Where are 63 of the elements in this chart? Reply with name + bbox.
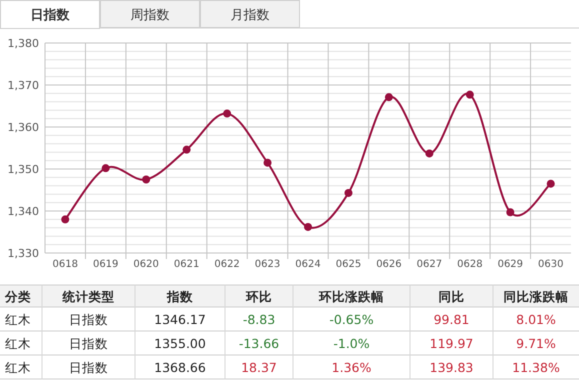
point — [304, 222, 312, 231]
text: -0.65% — [329, 312, 374, 327]
point — [384, 93, 393, 102]
text: 9.71% — [516, 336, 556, 351]
point — [506, 208, 514, 216]
text: 119.97 — [430, 336, 474, 351]
text: 18.37 — [241, 360, 277, 375]
text: -1.0% — [333, 336, 370, 351]
text: 1.36% — [332, 360, 372, 375]
y-tick-label: 1,350 — [8, 163, 39, 176]
text: 环比涨跌幅 — [318, 289, 384, 304]
y-tick-label: 1,380 — [8, 37, 39, 50]
point — [223, 110, 232, 118]
x-tick-label: 0618 — [52, 259, 78, 270]
text: 8.01% — [516, 312, 556, 327]
point — [142, 176, 150, 184]
text: 同比 — [438, 289, 464, 304]
text: 日指数 — [30, 8, 70, 23]
x-tick-label: 0622 — [214, 259, 240, 270]
text: 环比 — [245, 289, 272, 304]
text: 红木 — [5, 336, 31, 351]
text: 日指数 — [69, 360, 108, 375]
text: 日指数 — [69, 336, 108, 351]
x-tick-label: 0619 — [92, 259, 118, 270]
point — [344, 188, 352, 197]
x-tick-label: 0627 — [416, 259, 442, 270]
y-tick-label: 1,340 — [8, 205, 39, 218]
text: 周指数 — [130, 8, 170, 23]
point — [425, 149, 434, 158]
point — [61, 215, 70, 224]
point — [102, 164, 110, 172]
x-tick-label: 0623 — [254, 259, 280, 270]
x-tick-label: 0621 — [174, 259, 200, 270]
text: 统计类型 — [62, 289, 114, 304]
text: -13.66 — [238, 336, 280, 351]
x-tick-label: 0628 — [457, 259, 483, 270]
text: 分类 — [4, 289, 31, 304]
text: 月指数 — [230, 8, 270, 23]
x-tick-label: 0625 — [336, 259, 362, 270]
text: 1346.17 — [154, 312, 206, 327]
text: 139.83 — [430, 360, 474, 375]
text: 99.81 — [434, 312, 470, 327]
text: -8.83 — [242, 312, 276, 327]
x-tick-label: 0620 — [133, 259, 159, 270]
x-tick-label: 0624 — [295, 259, 321, 270]
text: 同比涨跌幅 — [504, 289, 568, 304]
text: 1355.00 — [154, 336, 206, 351]
text: 红木 — [5, 360, 31, 375]
point — [466, 90, 474, 99]
y-tick-label: 1,330 — [8, 247, 39, 260]
y-tick-label: 1,370 — [8, 79, 39, 92]
text: 日指数 — [69, 312, 108, 327]
text: 1368.66 — [154, 360, 206, 375]
x-tick-label: 0629 — [498, 259, 524, 270]
x-tick-label: 0626 — [376, 259, 402, 270]
text: 11.38% — [512, 360, 560, 375]
text: 指数 — [166, 289, 194, 304]
x-tick-label: 0630 — [538, 259, 564, 270]
y-tick-label: 1,360 — [8, 121, 39, 134]
point — [182, 146, 191, 154]
point — [546, 180, 555, 188]
point — [264, 158, 272, 167]
text: 红木 — [5, 312, 31, 327]
